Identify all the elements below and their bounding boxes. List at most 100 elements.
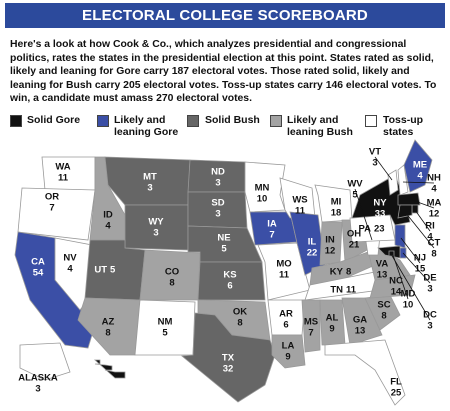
- state-votes: 5: [110, 265, 116, 276]
- state-votes: 11: [58, 173, 69, 184]
- state-name: TX: [222, 353, 235, 364]
- legend-swatch: [365, 115, 377, 127]
- state-name: AR: [279, 309, 293, 320]
- header-bar: [5, 3, 445, 28]
- state-name: AL: [326, 313, 339, 324]
- state-votes: 6: [227, 281, 232, 292]
- state-name: NY: [373, 198, 387, 209]
- state-name: SC: [377, 300, 390, 311]
- state-votes: 8: [105, 328, 110, 339]
- state-name: PA: [359, 224, 372, 235]
- state-votes: 4: [431, 184, 437, 195]
- leader-line: [374, 156, 393, 181]
- leader-line: [402, 252, 431, 284]
- state-votes: 3: [427, 321, 432, 332]
- state-votes: 8: [169, 278, 174, 289]
- state-name: MI: [331, 197, 342, 208]
- state-name: NH: [427, 173, 441, 184]
- state-votes: 3: [215, 178, 220, 189]
- state-name: NC: [389, 276, 403, 287]
- state-name: RI: [425, 221, 435, 232]
- state-votes: 8: [237, 318, 242, 329]
- state-name: ID: [103, 210, 113, 221]
- state-votes: 5: [352, 190, 358, 201]
- state-name: NM: [158, 317, 173, 328]
- leader-line: [354, 188, 373, 241]
- state-votes: 11: [346, 285, 357, 296]
- legend-label: Likely and leaning Bush: [287, 114, 353, 138]
- state-name: DE: [423, 273, 436, 284]
- state-name: MT: [143, 172, 157, 183]
- state-name: IL: [308, 237, 317, 248]
- state-name: ALASKA: [18, 373, 58, 384]
- state-votes: 15: [415, 264, 426, 275]
- state: [77, 297, 141, 356]
- state: [301, 299, 321, 353]
- state-votes: 13: [377, 270, 388, 281]
- state-votes: 6: [283, 320, 288, 331]
- state-votes: 4: [109, 392, 115, 403]
- legend-label: Solid Bush: [205, 114, 260, 126]
- state-name: WY: [148, 217, 164, 228]
- legend-swatch: [187, 115, 199, 127]
- legend-label: Toss-up states: [383, 114, 424, 138]
- state-name: LA: [282, 341, 295, 352]
- legend-label: Solid Gore: [27, 114, 81, 126]
- state-name: CO: [165, 267, 179, 278]
- state-votes: 3: [372, 158, 377, 169]
- state-name: KS: [223, 270, 236, 281]
- state-name: CT: [428, 238, 441, 249]
- state-votes: 12: [325, 246, 336, 257]
- leader-line: [411, 199, 435, 209]
- state-votes: 5: [162, 328, 168, 339]
- leader-line: [390, 253, 431, 321]
- state-votes: 18: [331, 208, 342, 219]
- leader-line: [414, 209, 431, 232]
- state: [271, 334, 306, 369]
- state: [397, 192, 421, 206]
- state-votes: 4: [417, 171, 423, 182]
- leader-line: [404, 211, 435, 249]
- state: [93, 359, 126, 379]
- state: [397, 164, 409, 196]
- state: [369, 274, 416, 299]
- leader-line: [402, 181, 435, 184]
- state-votes: 11: [295, 206, 306, 217]
- state-name: UT: [94, 265, 107, 276]
- state-votes: 4: [105, 221, 111, 232]
- state-name: NJ: [414, 253, 426, 264]
- state-votes: 54: [33, 268, 44, 279]
- state: [403, 139, 433, 193]
- state-name: ME: [413, 160, 427, 171]
- state-name: KY: [330, 267, 344, 278]
- state-votes: 9: [285, 352, 290, 363]
- state-name: OK: [233, 307, 247, 318]
- state-votes: 8: [431, 249, 436, 260]
- state-name: MN: [255, 183, 270, 194]
- state-votes: 7: [49, 203, 54, 214]
- state-votes: 22: [307, 248, 318, 259]
- state-votes: 21: [349, 240, 360, 251]
- legend-label: Likely and leaning Gore: [114, 114, 179, 138]
- state: [19, 342, 71, 381]
- state: [394, 224, 406, 249]
- state-votes: 23: [374, 224, 385, 235]
- state-votes: 7: [269, 230, 274, 241]
- state-votes: 32: [223, 364, 234, 375]
- state: [411, 204, 419, 214]
- state-votes: 12: [429, 209, 440, 220]
- state-name: DC: [423, 310, 437, 321]
- state-votes: 3: [35, 384, 40, 395]
- state-name: SD: [211, 198, 224, 209]
- state-name: WS: [292, 195, 307, 206]
- state: [180, 312, 276, 403]
- state-name: CA: [31, 257, 45, 268]
- state-votes: 3: [427, 284, 432, 295]
- legend-swatch: [10, 115, 22, 127]
- state-name: NE: [217, 233, 230, 244]
- state: [197, 261, 266, 301]
- state-votes: 3: [215, 209, 220, 220]
- state-name: WA: [55, 162, 70, 173]
- state-votes: 33: [375, 209, 386, 220]
